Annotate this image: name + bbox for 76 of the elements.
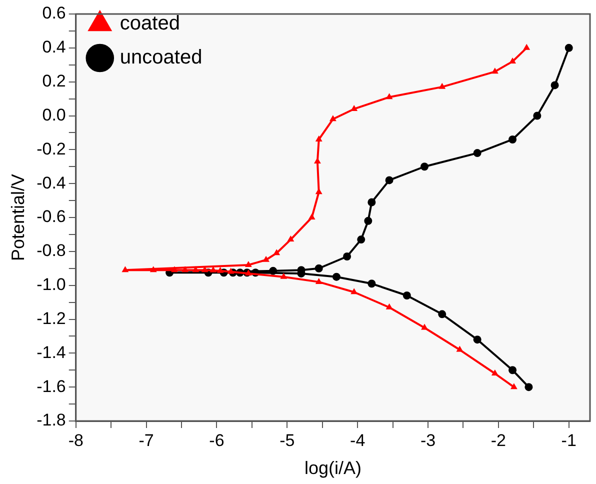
point — [315, 278, 322, 284]
point — [280, 272, 288, 279]
x-tick-label: -4 — [350, 430, 366, 450]
point — [122, 266, 129, 272]
point — [368, 198, 376, 206]
point — [438, 310, 446, 318]
point — [523, 44, 530, 50]
y-tick-label: -0.4 — [36, 173, 66, 192]
point — [402, 292, 411, 300]
point — [182, 266, 189, 272]
point — [244, 260, 252, 267]
point — [491, 370, 498, 376]
point — [315, 188, 322, 194]
y-tick-label: -1.4 — [36, 342, 66, 362]
x-tick-label: -5 — [280, 430, 295, 450]
point — [210, 266, 217, 272]
point — [385, 176, 394, 184]
point — [314, 158, 321, 164]
point — [564, 44, 573, 52]
x-axis-title: log(i/A) — [304, 458, 362, 478]
y-tick-label: 0.6 — [42, 4, 66, 23]
point — [350, 288, 358, 294]
y-axis-title: Potential/V — [8, 174, 28, 262]
x-tick-label: -7 — [138, 430, 154, 450]
point — [473, 336, 482, 344]
point — [508, 135, 517, 144]
point — [227, 268, 234, 274]
point — [315, 135, 322, 142]
point — [550, 81, 559, 90]
point — [473, 149, 482, 158]
point — [364, 216, 372, 225]
x-tick-label: -3 — [420, 430, 436, 450]
point — [368, 280, 376, 288]
point — [509, 57, 516, 64]
point — [386, 93, 393, 100]
x-tick-label: -1 — [561, 430, 576, 450]
y-tick-label: 0.4 — [42, 38, 66, 57]
point — [171, 266, 178, 272]
y-tick-label: -1.8 — [36, 410, 66, 430]
point — [438, 82, 446, 89]
point — [456, 346, 464, 352]
point — [343, 252, 352, 261]
y-tick-label: -1.2 — [36, 308, 66, 328]
point — [329, 115, 336, 122]
x-tick-label: -2 — [490, 430, 506, 450]
point — [273, 249, 280, 256]
y-tick-label: -0.2 — [36, 139, 66, 158]
point — [216, 266, 224, 273]
point — [308, 214, 316, 220]
point — [314, 264, 323, 272]
point — [150, 266, 157, 272]
x-tick-label: -6 — [209, 430, 224, 450]
point — [508, 366, 517, 374]
point — [533, 112, 542, 120]
point — [491, 68, 498, 74]
y-tick-label: -0.6 — [36, 207, 66, 226]
y-tick-label: -1.0 — [36, 275, 66, 294]
y-tick-label: 0.2 — [42, 72, 66, 91]
point — [510, 383, 518, 390]
legend-label: coated — [120, 12, 180, 35]
point — [269, 266, 278, 275]
y-tick-label: -0.8 — [36, 241, 66, 260]
point — [421, 324, 428, 330]
point — [350, 104, 358, 111]
point — [386, 303, 393, 310]
point — [262, 256, 270, 262]
legend-label: uncoated — [120, 46, 202, 69]
point — [420, 162, 428, 171]
point — [332, 272, 340, 281]
x-tick-label: -8 — [68, 430, 84, 450]
point — [524, 383, 533, 392]
y-tick-label: -1.6 — [36, 376, 66, 396]
y-tick-label: 0.0 — [42, 105, 66, 124]
point — [192, 266, 200, 272]
point — [287, 236, 294, 242]
point — [357, 236, 366, 244]
